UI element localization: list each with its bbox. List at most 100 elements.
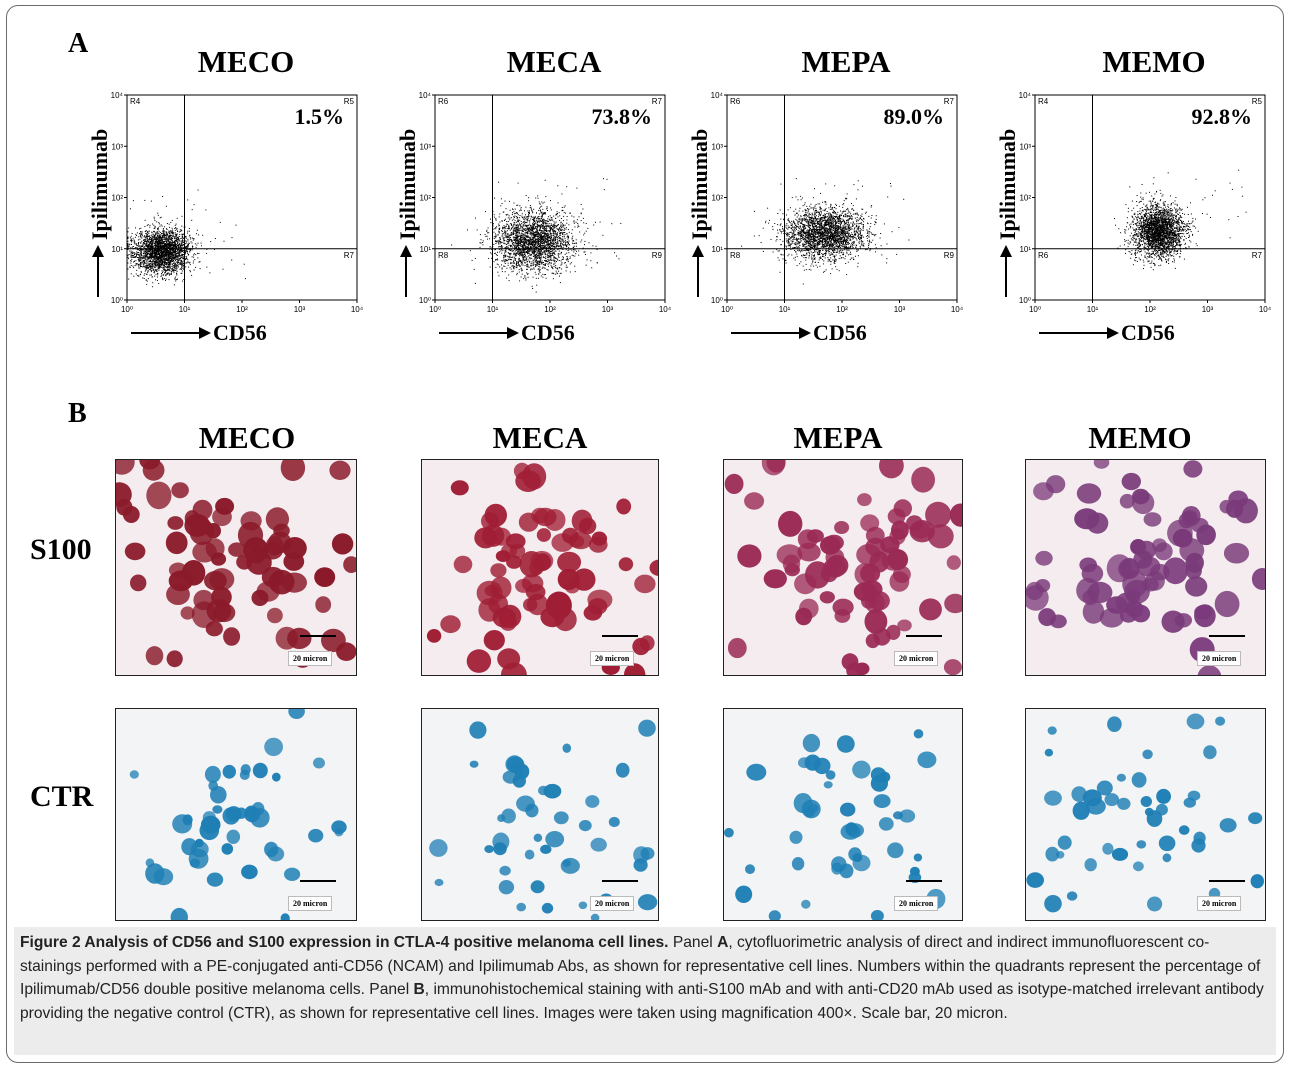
event-point	[162, 235, 164, 237]
event-point	[171, 234, 173, 236]
event-point	[541, 233, 543, 234]
event-point	[546, 250, 548, 252]
event-point	[176, 244, 177, 246]
event-point	[157, 233, 159, 235]
event-point	[550, 223, 552, 225]
event-point	[167, 273, 169, 275]
event-point	[562, 224, 564, 226]
event-point	[182, 247, 184, 249]
event-point	[525, 246, 527, 248]
event-point	[525, 240, 527, 242]
event-point	[152, 255, 154, 257]
event-point	[503, 211, 505, 213]
event-point	[516, 265, 518, 267]
event-point	[525, 238, 527, 240]
event-point	[137, 253, 139, 255]
event-point	[536, 227, 538, 229]
event-point	[168, 236, 170, 238]
event-point	[509, 237, 511, 238]
event-point	[496, 240, 498, 242]
event-point	[553, 247, 555, 249]
event-point	[522, 249, 523, 251]
event-point	[127, 244, 129, 246]
event-point	[546, 220, 548, 222]
event-point	[171, 270, 173, 272]
event-point	[150, 242, 151, 244]
event-point	[163, 261, 164, 263]
event-point	[182, 254, 184, 256]
event-point	[528, 242, 530, 244]
event-point	[144, 246, 145, 248]
event-point	[156, 235, 158, 237]
event-point	[153, 234, 155, 236]
event-point	[516, 266, 518, 268]
event-point	[550, 234, 552, 236]
event-point	[578, 254, 580, 256]
event-point	[147, 257, 149, 259]
event-point	[162, 236, 164, 237]
event-point	[166, 263, 168, 265]
event-point	[138, 263, 140, 265]
event-point	[515, 237, 517, 239]
event-point	[185, 249, 187, 251]
event-point	[144, 258, 146, 260]
event-point	[514, 253, 516, 255]
event-point	[505, 234, 507, 236]
event-point	[534, 257, 536, 259]
event-point	[542, 228, 544, 229]
event-point	[515, 242, 517, 244]
event-point	[189, 262, 191, 264]
event-point	[180, 244, 182, 246]
event-point	[173, 257, 175, 258]
event-point	[173, 246, 175, 248]
event-point	[498, 242, 500, 244]
event-point	[539, 233, 541, 235]
event-point	[535, 243, 537, 245]
event-point	[552, 232, 554, 234]
event-point	[542, 243, 544, 245]
event-point	[179, 249, 181, 251]
event-point	[553, 231, 554, 233]
event-point	[166, 241, 168, 243]
event-point	[170, 241, 172, 243]
event-point	[527, 220, 529, 222]
event-point	[171, 227, 173, 229]
event-point	[558, 260, 560, 261]
event-point	[155, 246, 157, 248]
event-point	[501, 271, 503, 273]
event-point	[173, 251, 175, 253]
event-point	[178, 263, 180, 265]
event-point	[180, 264, 182, 265]
event-point	[574, 265, 576, 267]
event-point	[526, 231, 528, 233]
event-point	[520, 244, 522, 246]
event-point	[529, 220, 531, 222]
y-tick-label: 10¹	[111, 245, 123, 254]
event-point	[514, 246, 515, 248]
event-point	[159, 234, 161, 236]
event-point	[176, 239, 178, 241]
event-point	[177, 237, 179, 238]
event-point	[544, 242, 546, 244]
event-point	[512, 246, 514, 248]
event-point	[143, 253, 145, 254]
event-point	[168, 260, 170, 262]
event-point	[127, 256, 129, 258]
event-point	[171, 253, 173, 255]
event-point	[182, 265, 184, 267]
event-point	[155, 245, 157, 247]
event-point	[150, 261, 152, 263]
event-point	[151, 267, 153, 269]
event-point	[507, 236, 509, 238]
event-point	[538, 269, 540, 271]
event-point	[552, 229, 554, 231]
event-point	[501, 230, 503, 232]
event-point	[515, 234, 517, 236]
event-point	[563, 211, 565, 213]
event-point	[172, 236, 174, 238]
event-point	[178, 238, 180, 240]
event-point	[157, 260, 159, 262]
event-point	[157, 258, 159, 260]
event-point	[541, 201, 543, 203]
event-point	[498, 246, 500, 248]
